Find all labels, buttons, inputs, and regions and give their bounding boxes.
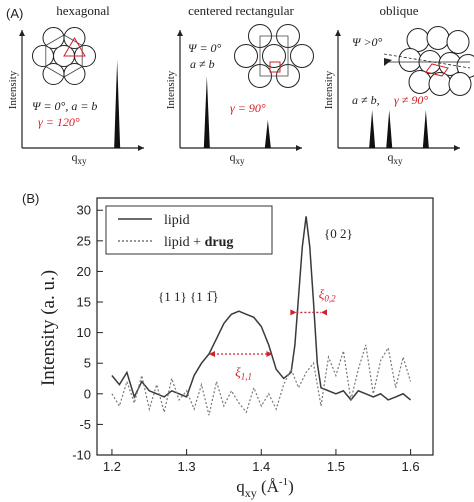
- x-axis-arrow: [296, 145, 302, 151]
- subpanel-centered-rectangular: centered rectangular Intensity qxy Ψ = 0° a …: [165, 3, 314, 166]
- x-tick-label: 1.4: [252, 459, 270, 474]
- unit-cell-highlight: [425, 63, 449, 77]
- psi-value: Ψ >0°: [352, 35, 383, 49]
- intensity-label: Intensity: [323, 70, 335, 109]
- peak-1: [386, 110, 393, 148]
- legend-box: [105, 205, 273, 255]
- lattice-params: a ≠ b: [190, 57, 215, 71]
- unit-cell: [259, 35, 289, 77]
- subpanel-oblique: oblique Intensity qxy Ψ >0° a ≠ b, γ ≠ 90°: [323, 3, 474, 166]
- lattice-circle: [446, 30, 470, 54]
- peak-0: [203, 76, 210, 148]
- peak-0: [114, 60, 121, 148]
- lattice-diagram-oblique: [383, 26, 474, 96]
- axis-ticks: 1.2 1.3 1.4 1.5 1.6 -10 -5 0 5 10 15 20 25 30: [72, 203, 419, 474]
- unit-cell-highlight: [63, 37, 86, 57]
- fwhm-markers: ξ1,1 ξ0,2: [209, 286, 336, 382]
- gamma-value: γ = 90°: [230, 101, 266, 115]
- qxy-label: qxy: [230, 150, 246, 166]
- y-tick-label: 10: [77, 325, 91, 340]
- intensity-label: Intensity: [7, 70, 19, 109]
- fwhm-02-arrow-left: [290, 309, 297, 316]
- qxy-label: qxy: [388, 150, 404, 166]
- x-tick-label: 1.5: [327, 459, 345, 474]
- lattice-circle: [426, 26, 450, 50]
- xi-02-label: ξ0,2: [319, 286, 336, 303]
- subpanel-hexagonal: hexagonal Intensity qxy Ψ = 0°, a = b γ = 12…: [7, 3, 144, 166]
- y-tick-label: 30: [77, 203, 91, 218]
- legend-label-lipid: lipid: [164, 213, 190, 228]
- x-tick-label: 1.6: [402, 459, 420, 474]
- unit-cell-highlight: [269, 61, 281, 73]
- lattice-circle: [290, 44, 314, 68]
- y-tick-label: 5: [84, 356, 91, 371]
- panel-a: hexagonal Intensity qxy Ψ = 0°, a = b γ = 12…: [7, 3, 474, 166]
- subpanel-title: oblique: [380, 3, 419, 18]
- tilt-axis: [383, 53, 471, 69]
- y-tick-label: -10: [72, 448, 91, 463]
- series-lipid: [111, 216, 412, 402]
- panel-b-label: (B): [22, 191, 39, 206]
- x-tick-label: 1.3: [178, 459, 196, 474]
- tilt-arrow: [384, 58, 392, 66]
- psi-value: Ψ = 0°: [188, 41, 222, 55]
- panel-b-chart: 1.2 1.3 1.4 1.5 1.6 -10 -5 0 5 10 15 20 25 30 lipid l…: [38, 197, 434, 500]
- qxy-label: qxy: [72, 150, 88, 166]
- peak-1: [264, 120, 271, 148]
- xi-11-label: ξ1,1: [235, 365, 252, 382]
- peak-0: [369, 110, 376, 148]
- subpanel-title: hexagonal: [56, 3, 110, 18]
- legend-label-lipid-drug: lipid + drug: [164, 235, 233, 250]
- lattice-params: Ψ = 0°, a = b: [32, 99, 97, 113]
- lattice-circle: [408, 70, 432, 94]
- annotation-11: {1 1} {1 1̅}: [158, 289, 219, 304]
- lattice-diagram-centered-rectangular: [234, 24, 314, 88]
- legend: lipid lipid + drug: [105, 205, 273, 255]
- gamma-value: γ ≠ 90°: [394, 93, 428, 107]
- lattice-circle: [234, 44, 258, 68]
- unit-cell: [45, 34, 83, 78]
- lattice-circle: [262, 44, 286, 68]
- gamma-value: γ = 120°: [38, 115, 80, 129]
- x-axis-label: qxy (Å-1): [236, 476, 294, 500]
- lattice-params: a ≠ b,: [352, 93, 380, 107]
- lattice-diagram-hexagonal: [32, 27, 96, 85]
- y-tick-label: 15: [77, 295, 91, 310]
- series-lines: [111, 216, 412, 416]
- peak-2: [422, 110, 429, 148]
- y-axis-arrow: [177, 30, 183, 36]
- fwhm-11-arrow-left: [209, 351, 215, 358]
- lattice-circle: [63, 63, 86, 85]
- y-tick-label: 20: [77, 264, 91, 279]
- lattice-circle: [398, 48, 422, 72]
- x-axis-arrow: [454, 145, 460, 151]
- y-tick-label: -5: [79, 417, 91, 432]
- fwhm-02-arrow-right: [321, 309, 327, 316]
- plot-frame: [96, 197, 434, 456]
- series-lipid-drug: [111, 344, 412, 416]
- annotation-02: {0 2}: [324, 226, 353, 241]
- y-tick-label: 0: [84, 386, 91, 401]
- lattice-circle: [448, 72, 472, 96]
- intensity-label: Intensity: [165, 70, 177, 109]
- lattice-circle: [32, 45, 54, 67]
- y-tick-label: 25: [77, 233, 91, 248]
- y-axis-arrow: [19, 30, 25, 36]
- y-axis-arrow: [335, 30, 341, 36]
- x-tick-label: 1.2: [103, 459, 121, 474]
- y-axis-label: Intensity (a. u.): [38, 270, 59, 386]
- panel-a-label: (A): [6, 6, 23, 21]
- fwhm-11-arrow-right: [266, 351, 273, 358]
- subpanel-title: centered rectangular: [188, 3, 294, 18]
- x-axis-arrow: [138, 145, 144, 151]
